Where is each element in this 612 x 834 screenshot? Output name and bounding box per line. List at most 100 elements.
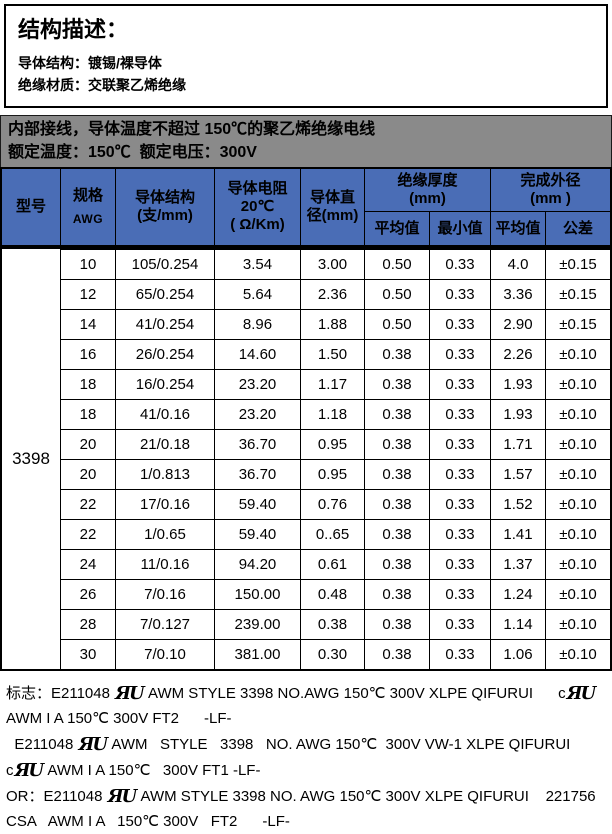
header-conductor-structure: 导体结构 (支/mm) bbox=[115, 169, 214, 245]
cell-conductor-structure: 26/0.254 bbox=[115, 339, 214, 369]
header-insulation-thickness: 绝缘厚度 (mm) bbox=[364, 169, 490, 211]
cell-diameter: 0.76 bbox=[300, 489, 364, 519]
cell-insulation-avg: 0.38 bbox=[364, 639, 429, 669]
cell-od-avg: 1.52 bbox=[490, 489, 545, 519]
cell-resistance: 23.20 bbox=[214, 369, 300, 399]
cell-diameter: 0.95 bbox=[300, 429, 364, 459]
footer-text: OR：E211048 bbox=[6, 788, 107, 805]
cell-diameter: 1.17 bbox=[300, 369, 364, 399]
cell-insulation-min: 0.33 bbox=[429, 339, 490, 369]
header-insulation-avg: 平均值 bbox=[364, 211, 429, 245]
cell-resistance: 239.00 bbox=[214, 609, 300, 639]
cell-conductor-structure: 16/0.254 bbox=[115, 369, 214, 399]
cell-insulation-avg: 0.38 bbox=[364, 369, 429, 399]
cell-resistance: 150.00 bbox=[214, 579, 300, 609]
header-spec-awg: 规格 AWG bbox=[60, 169, 115, 245]
footer-line: CSA AWM I A 150℃ 300V FT2 -LF- bbox=[6, 809, 606, 834]
cell-resistance: 59.40 bbox=[214, 519, 300, 549]
model-number-cell: 3398 bbox=[12, 449, 50, 468]
cell-od-tolerance: ±0.10 bbox=[545, 339, 610, 369]
cell-od-avg: 1.57 bbox=[490, 459, 545, 489]
footer-line: 标志：E211048 ЯU AWM STYLE 3398 NO.AWG 150℃… bbox=[6, 680, 606, 706]
ul-recognized-mark-icon: ЯU bbox=[14, 760, 45, 781]
rated-temp-voltage: 额定温度：150℃ 额定电压：300V bbox=[8, 144, 257, 161]
cell-awg: 18 bbox=[60, 369, 115, 399]
cell-conductor-structure: 7/0.10 bbox=[115, 639, 214, 669]
cell-od-avg: 1.93 bbox=[490, 399, 545, 429]
header-model: 型号 bbox=[15, 198, 46, 215]
footer-text: AWM STYLE 3398 NO.AWG 150℃ 300V XLPE QIF… bbox=[144, 685, 566, 702]
cell-insulation-min: 0.33 bbox=[429, 429, 490, 459]
cell-od-tolerance: ±0.10 bbox=[545, 489, 610, 519]
cell-resistance: 8.96 bbox=[214, 309, 300, 339]
cell-awg: 20 bbox=[60, 459, 115, 489]
cell-awg: 22 bbox=[60, 519, 115, 549]
cell-insulation-min: 0.33 bbox=[429, 309, 490, 339]
footer-text: c bbox=[6, 762, 14, 779]
footer-text: CSA AWM I A 150℃ 300V FT2 -LF- bbox=[6, 813, 290, 830]
cell-od-avg: 1.41 bbox=[490, 519, 545, 549]
cell-insulation-avg: 0.50 bbox=[364, 249, 429, 279]
cell-insulation-avg: 0.38 bbox=[364, 489, 429, 519]
footer-text: AWM STYLE 3398 NO. AWG 150℃ 300V XLPE QI… bbox=[137, 788, 596, 805]
cell-od-avg: 1.71 bbox=[490, 429, 545, 459]
cell-od-tolerance: ±0.10 bbox=[545, 639, 610, 669]
cell-od-tolerance: ±0.15 bbox=[545, 249, 610, 279]
footer-text: 标志：E211048 bbox=[6, 685, 115, 702]
cell-conductor-structure: 7/0.16 bbox=[115, 579, 214, 609]
header-separator bbox=[2, 245, 610, 249]
cell-resistance: 36.70 bbox=[214, 459, 300, 489]
cell-insulation-avg: 0.38 bbox=[364, 579, 429, 609]
cell-insulation-avg: 0.38 bbox=[364, 549, 429, 579]
cell-resistance: 14.60 bbox=[214, 339, 300, 369]
cell-od-tolerance: ±0.10 bbox=[545, 579, 610, 609]
cell-od-avg: 1.93 bbox=[490, 369, 545, 399]
cell-diameter: 1.50 bbox=[300, 339, 364, 369]
cell-insulation-avg: 0.38 bbox=[364, 429, 429, 459]
cell-od-avg: 2.90 bbox=[490, 309, 545, 339]
cell-awg: 22 bbox=[60, 489, 115, 519]
cell-insulation-min: 0.33 bbox=[429, 369, 490, 399]
rating-band: 内部接线，导体温度不超过 150℃的聚乙烯绝缘电线 额定温度：150℃ 额定电压… bbox=[0, 115, 612, 167]
header-od-tolerance: 公差 bbox=[545, 211, 610, 245]
cell-od-avg: 3.36 bbox=[490, 279, 545, 309]
cell-insulation-avg: 0.38 bbox=[364, 399, 429, 429]
table-header: 型号 规格 AWG 导体结构 (支/mm) 导体电阻 20℃ ( Ω/Km) 导… bbox=[2, 169, 610, 245]
cell-insulation-min: 0.33 bbox=[429, 249, 490, 279]
cell-conductor-structure: 11/0.16 bbox=[115, 549, 214, 579]
cell-awg: 24 bbox=[60, 549, 115, 579]
insulation-material-line: 绝缘材质：交联聚乙烯绝缘 bbox=[18, 77, 186, 93]
footer-line: AWM I A 150℃ 300V FT2 -LF- bbox=[6, 706, 606, 731]
cell-diameter: 2.36 bbox=[300, 279, 364, 309]
cell-od-tolerance: ±0.10 bbox=[545, 519, 610, 549]
cell-insulation-min: 0.33 bbox=[429, 519, 490, 549]
footer-text: AWM I A 150℃ 300V FT1 -LF- bbox=[44, 762, 261, 779]
cell-conductor-structure: 65/0.254 bbox=[115, 279, 214, 309]
cell-insulation-avg: 0.50 bbox=[364, 279, 429, 309]
ul-recognized-mark-icon: ЯU bbox=[78, 734, 108, 755]
cell-conductor-structure: 17/0.16 bbox=[115, 489, 214, 519]
footer-text: AWM I A 150℃ 300V FT2 -LF- bbox=[6, 710, 232, 727]
cell-insulation-min: 0.33 bbox=[429, 489, 490, 519]
cell-conductor-structure: 1/0.65 bbox=[115, 519, 214, 549]
cell-insulation-min: 0.33 bbox=[429, 279, 490, 309]
conductor-structure-line: 导体结构：镀锡/裸导体 bbox=[18, 55, 162, 71]
cell-resistance: 59.40 bbox=[214, 489, 300, 519]
cell-awg: 20 bbox=[60, 429, 115, 459]
cell-insulation-avg: 0.50 bbox=[364, 309, 429, 339]
cell-od-tolerance: ±0.10 bbox=[545, 459, 610, 489]
cell-od-tolerance: ±0.10 bbox=[545, 399, 610, 429]
cell-awg: 16 bbox=[60, 339, 115, 369]
ul-recognized-mark-icon: ЯU bbox=[115, 683, 145, 704]
usage-description: 内部接线，导体温度不超过 150℃的聚乙烯绝缘电线 bbox=[8, 121, 376, 138]
cell-conductor-structure: 105/0.254 bbox=[115, 249, 214, 279]
cell-awg: 30 bbox=[60, 639, 115, 669]
cell-conductor-structure: 7/0.127 bbox=[115, 609, 214, 639]
header-finished-od: 完成外径 (mm ) bbox=[490, 169, 610, 211]
header-conductor-resistance: 导体电阻 20℃ ( Ω/Km) bbox=[214, 169, 300, 245]
cell-conductor-structure: 21/0.18 bbox=[115, 429, 214, 459]
footer-text: AWM STYLE 3398 NO. AWG 150℃ 300V VW-1 XL… bbox=[108, 736, 571, 753]
cell-od-avg: 1.37 bbox=[490, 549, 545, 579]
cell-od-avg: 1.24 bbox=[490, 579, 545, 609]
cell-awg: 14 bbox=[60, 309, 115, 339]
